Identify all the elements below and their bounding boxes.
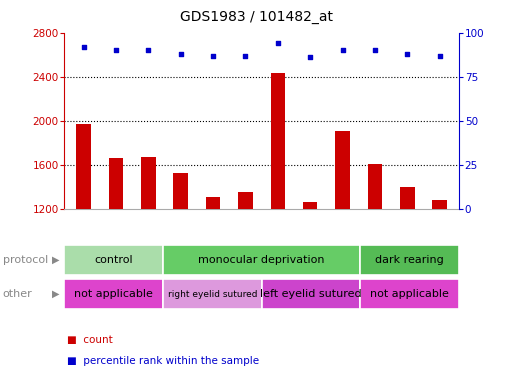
Point (112, 47, 120, 53)
Point (306, 54, 314, 60)
Bar (368, 164, 382, 342)
Text: not applicable: not applicable (74, 289, 153, 299)
Point (274, 40, 282, 46)
Bar (303, 202, 318, 342)
Bar (173, 173, 188, 342)
Point (80, 44, 88, 50)
Bar (336, 131, 350, 342)
Bar (64, 245, 163, 275)
Text: protocol: protocol (3, 255, 48, 265)
Text: GDS1983 / 101482_at: GDS1983 / 101482_at (180, 10, 333, 23)
Bar (109, 159, 123, 342)
Text: control: control (94, 255, 133, 265)
Bar (262, 279, 360, 309)
Bar (64, 279, 163, 309)
Bar (360, 245, 459, 275)
Text: ▶: ▶ (51, 289, 59, 299)
Text: other: other (3, 289, 32, 299)
Point (209, 53, 217, 59)
Bar (206, 197, 221, 342)
Text: ■  count: ■ count (67, 335, 112, 345)
Bar (360, 279, 459, 309)
Point (436, 53, 444, 59)
Text: right eyelid sutured: right eyelid sutured (168, 290, 257, 299)
Bar (141, 157, 155, 342)
Point (371, 47, 379, 53)
Bar (163, 279, 262, 309)
Point (339, 47, 347, 53)
Text: ■  percentile rank within the sample: ■ percentile rank within the sample (67, 356, 259, 366)
Bar (76, 124, 91, 342)
Bar (270, 73, 285, 342)
Text: not applicable: not applicable (370, 289, 449, 299)
Text: left eyelid sutured: left eyelid sutured (260, 289, 362, 299)
Text: ▶: ▶ (51, 255, 59, 265)
Text: dark rearing: dark rearing (376, 255, 444, 265)
Bar (432, 200, 447, 342)
Bar (238, 192, 253, 342)
Text: monocular deprivation: monocular deprivation (199, 255, 325, 265)
Bar (163, 245, 360, 275)
Point (403, 51, 411, 57)
Point (241, 53, 249, 59)
Point (176, 51, 185, 57)
Point (144, 47, 152, 53)
Bar (400, 187, 415, 342)
